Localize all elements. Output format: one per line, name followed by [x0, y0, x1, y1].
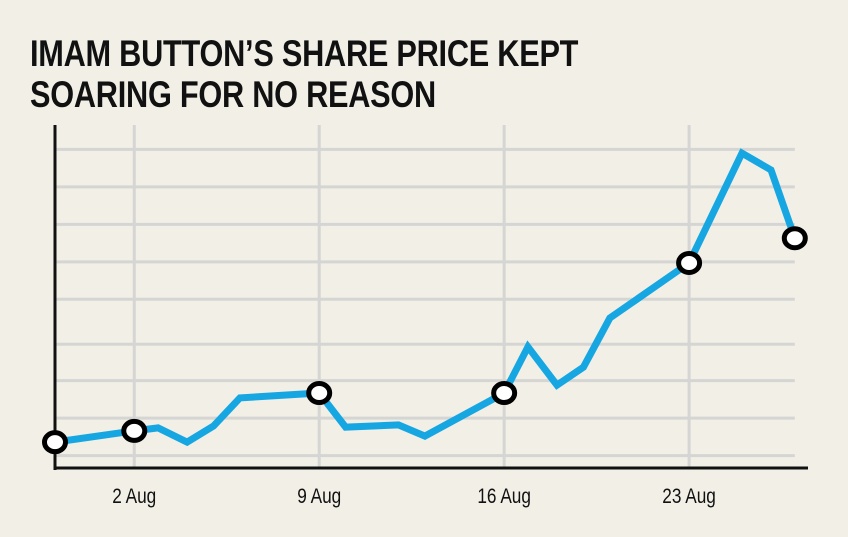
x-tick-labels: 2 Aug 9 Aug 16 Aug 23 Aug	[112, 486, 716, 509]
x-tick-label: 16 Aug	[477, 486, 531, 509]
data-point-marker	[676, 250, 703, 275]
data-point-marker	[491, 381, 518, 406]
data-point-marker	[306, 381, 333, 406]
chart-title-line-1: IMAM BUTTON’S SHARE PRICE KEPT	[30, 33, 579, 74]
series	[42, 148, 808, 455]
x-tick-label: 9 Aug	[297, 486, 341, 509]
data-point-marker	[121, 418, 148, 443]
axes	[53, 125, 808, 470]
chart-title: IMAM BUTTON’S SHARE PRICE KEPT SOARING F…	[30, 33, 578, 115]
gridlines	[55, 125, 795, 468]
data-point-marker	[42, 430, 68, 455]
chart-title-line-2: SOARING FOR NO REASON	[30, 74, 436, 115]
data-point-marker	[781, 226, 808, 251]
series-line	[54, 148, 799, 447]
x-tick-label: 2 Aug	[112, 486, 156, 509]
x-tick-label: 23 Aug	[662, 486, 716, 509]
